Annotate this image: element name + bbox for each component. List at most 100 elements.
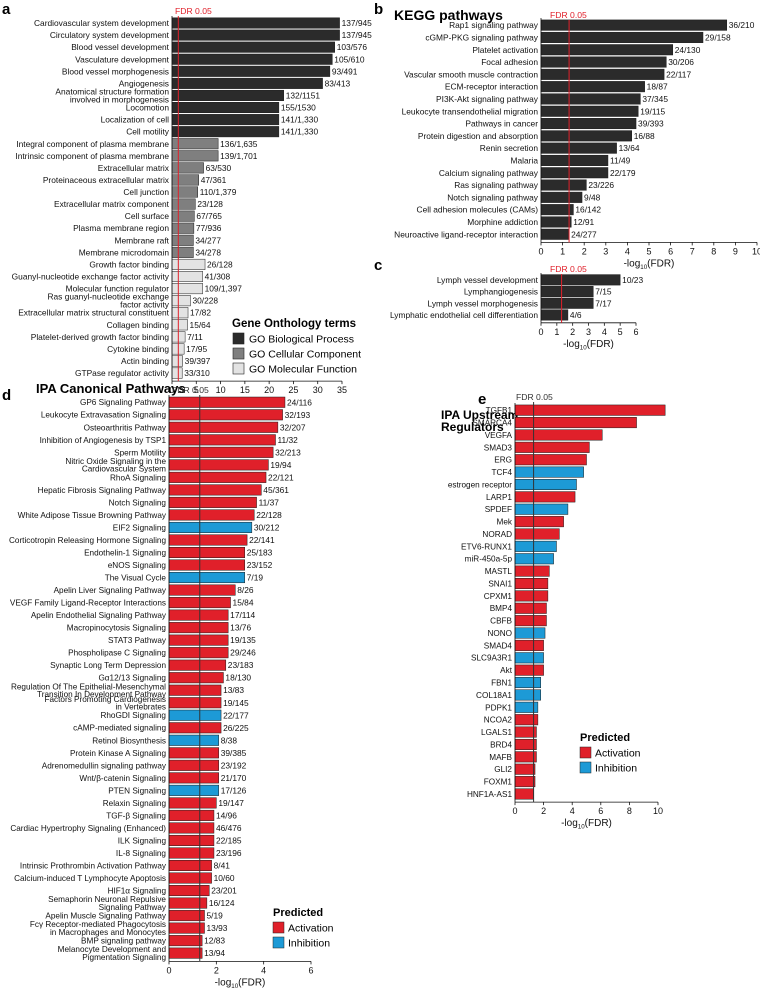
bar-b-ras-signaling-pathway — [540, 179, 587, 191]
value-label-d-rhogdi-signaling: 22/177 — [223, 710, 249, 720]
category-label-d-white-adipose-tissue-browning-pathway: White Adipose Tissue Browning Pathway — [18, 511, 167, 520]
panel-c-chart: Lymph vessel development 10/23 Lymphangiog… — [390, 264, 644, 351]
value-label-b-focal-adhesion: 30/206 — [668, 57, 694, 67]
x-tick-label-e-0: 0 — [512, 806, 517, 816]
category-label-d-the-visual-cycle: The Visual Cycle — [105, 573, 167, 582]
value-label-d-white-adipose-tissue-browning-pathway: 22/128 — [256, 510, 282, 520]
panel-a-letter: a — [2, 1, 11, 18]
bar-e-smad4 — [514, 639, 544, 651]
bar-d-rhoa-signaling — [168, 471, 267, 483]
value-label-b-notch-signaling-pathway: 9/48 — [584, 192, 601, 202]
bar-d-white-adipose-tissue-browning-pathway — [168, 509, 255, 521]
category-label-b-notch-signaling-pathway: Notch signaling pathway — [447, 192, 539, 202]
legend-d-label-activation: Activation — [288, 923, 334, 935]
legend-e-title: Predicted — [580, 732, 630, 744]
x-tick-label-c-5: 5 — [618, 327, 623, 337]
x-axis-label-c: -log10(FDR) — [563, 339, 614, 352]
bar-a-cardiovascular-system-development — [171, 17, 340, 29]
bar-e-etv6-runx1 — [514, 540, 557, 552]
bar-e-gli2 — [514, 763, 536, 775]
legend-d-label-inhibition: Inhibition — [288, 938, 330, 950]
bar-d-enos-signaling — [168, 559, 245, 571]
category-label-b-focal-adhesion: Focal adhesion — [481, 57, 538, 67]
x-tick-label-b-5: 5 — [646, 246, 651, 256]
bar-e-smad3 — [514, 441, 590, 453]
category-label-d-inhibition-of-angiogenesis-by-tsp1: Inhibition of Angiogenesis by TSP1 — [40, 436, 167, 445]
value-label-a-blood-vessel-development: 103/576 — [337, 42, 368, 52]
category-label-a-extracellular-matrix: Extracellular matrix — [98, 163, 170, 173]
bar-d-hif1-signaling — [168, 885, 210, 897]
category-label-b-rap1-signaling-pathway: Rap1 signaling pathway — [449, 20, 539, 30]
bar-b-renin-secretion — [540, 142, 617, 154]
value-label-a-locomotion: 155/1530 — [281, 103, 316, 113]
bar-d-apelin-liver-signaling-pathway — [168, 584, 236, 596]
category-label-b-morphine-addiction: Morphine addiction — [467, 217, 538, 227]
category-label-a-cell-motility: Cell motility — [126, 127, 170, 137]
bar-a-locomotion — [171, 102, 280, 114]
value-label-a-membrane-raft: 34/277 — [195, 235, 221, 245]
x-tick-label-b-9: 9 — [733, 246, 738, 256]
value-label-d-stat3-pathway: 19/135 — [230, 635, 256, 645]
x-tick-label-c-3: 3 — [586, 327, 591, 337]
bar-e-tgfb1 — [514, 404, 666, 416]
category-label-d-hif1-signaling: HIF1α Signaling — [108, 886, 167, 895]
category-label-d-pten-signaling: PTEN Signaling — [108, 786, 166, 795]
bar-a-ras-guanyl-nucleotide-exchange-factor-activity — [171, 295, 191, 307]
category-label-e-mastl: MASTL — [485, 567, 513, 576]
category-label-d-apelin-endothelial-signaling-pathway: Apelin Endothelial Signaling Pathway — [31, 611, 167, 620]
bar-d-notch-signaling — [168, 496, 257, 508]
category-label-b-ras-signaling-pathway: Ras signaling pathway — [454, 180, 539, 190]
category-label-a-cell-surface: Cell surface — [125, 211, 170, 221]
value-label-d-inhibition-of-angiogenesis-by-tsp1: 11/32 — [278, 435, 299, 445]
category-label-e-etv6-runx1: ETV6-RUNX1 — [461, 542, 512, 551]
bar-d-cardiac-hypertrophy-signaling-enhanced — [168, 822, 215, 834]
bar-c-lymph-vessel-morphogenesis — [540, 297, 594, 309]
bar-b-malaria — [540, 154, 609, 166]
category-label-e-fbn1: FBN1 — [491, 679, 512, 688]
category-label-b-platelet-activation: Platelet activation — [472, 45, 538, 55]
value-label-d-relaxin-signaling: 19/147 — [218, 798, 244, 808]
category-label-d-fc-receptor-mediated-phagocytosis-in-macrophages-and-monocytes: Fcγ Receptor-mediated Phagocytosis in Mac… — [30, 920, 166, 937]
bar-b-cgmp-pkg-signaling-pathway — [540, 31, 704, 43]
category-label-a-circulatory-system-development: Circulatory system development — [50, 30, 170, 40]
value-label-a-ras-guanyl-nucleotide-exchange-factor-activity: 30/228 — [192, 296, 218, 306]
category-label-e-estrogen-receptor: estrogen receptor — [448, 480, 512, 489]
bar-b-cell-adhesion-molecules-cams — [540, 204, 574, 216]
category-label-a-extracellular-matrix-component: Extracellular matrix component — [54, 199, 170, 209]
category-label-a-cytokine-binding: Cytokine binding — [107, 344, 169, 354]
category-label-e-foxm1: FOXM1 — [484, 778, 513, 787]
category-label-c-lymph-vessel-development: Lymph vessel development — [437, 275, 539, 285]
bar-d-melanocyte-development-and-pigmentation-signaling — [168, 947, 203, 959]
value-label-a-guanyl-nucleotide-exchange-factor-activity: 41/308 — [205, 272, 231, 282]
value-label-a-molecular-function-regulator: 109/1,397 — [205, 284, 243, 294]
category-label-d-retinol-biosynthesis: Retinol Biosynthesis — [92, 736, 166, 745]
category-label-d-nitric-oxide-signaling-in-the-cardiovascular-system: Nitric Oxide Signaling in the Cardiovascu… — [65, 457, 166, 474]
bar-b-calcium-signaling-pathway — [540, 167, 609, 179]
value-label-b-cgmp-pkg-signaling-pathway: 29/158 — [705, 32, 731, 42]
category-label-b-cell-adhesion-molecules-cams: Cell adhesion molecules (CAMs) — [417, 205, 539, 215]
value-label-d-protein-kinase-a-signaling: 39/385 — [221, 748, 247, 758]
x-tick-label-d-0: 0 — [166, 965, 171, 975]
value-label-b-ecm-receptor-interaction: 18/87 — [647, 82, 668, 92]
category-label-b-pi3k-akt-signaling-pathway: PI3K-Akt signaling pathway — [436, 94, 539, 104]
bar-d-semaphorin-neuronal-repulsive-signaling-pathway — [168, 897, 208, 909]
value-label-d-enos-signaling: 23/152 — [247, 560, 273, 570]
bar-a-vasculature-development — [171, 53, 333, 65]
bar-d-osteoarthritis-pathway — [168, 421, 279, 433]
value-label-c-lymph-vessel-development: 10/23 — [622, 275, 643, 285]
category-label-d-relaxin-signaling: Relaxin Signaling — [103, 799, 167, 808]
category-label-d-ilk-signaling: ILK Signaling — [118, 836, 167, 845]
x-tick-label-b-4: 4 — [625, 246, 630, 256]
x-tick-label-b-0: 0 — [538, 246, 543, 256]
value-label-a-cell-junction: 110/1,379 — [200, 187, 237, 197]
category-label-e-norad: NORAD — [482, 530, 512, 539]
legend-swatch-bp — [232, 332, 245, 345]
bar-d-hepatic-fibrosis-signaling-pathway — [168, 484, 262, 496]
value-label-d-fc-receptor-mediated-phagocytosis-in-macrophages-and-monocytes: 13/93 — [207, 923, 228, 933]
threshold-label-e: FDR 0.05 — [516, 392, 553, 402]
value-label-d-pten-signaling: 17/126 — [221, 785, 247, 795]
value-label-d-retinol-biosynthesis: 8/38 — [221, 735, 238, 745]
value-label-d-tgf-signaling: 14/96 — [216, 810, 237, 820]
value-label-a-extracellular-matrix: 63/530 — [206, 163, 232, 173]
legend-predicted-d: Predicted Activation Inhibition — [272, 907, 334, 950]
